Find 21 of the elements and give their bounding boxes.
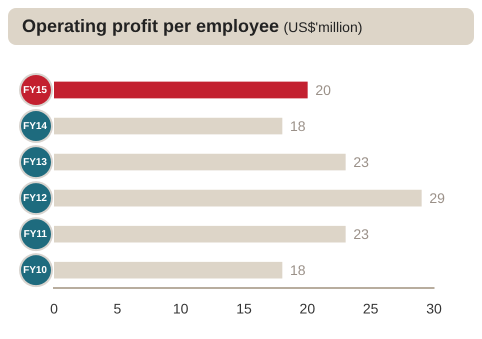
x-tick-label: 25 (362, 300, 379, 316)
y-tick-label: FY10 (23, 264, 48, 276)
data-label: 29 (429, 190, 446, 206)
y-tick-label: FY14 (23, 120, 48, 132)
x-tick-label: 30 (426, 300, 442, 316)
y-tick-label: FY12 (23, 192, 48, 204)
y-tick-label: FY11 (24, 228, 48, 240)
x-tick-label: 0 (50, 300, 58, 316)
data-label: 20 (315, 82, 332, 98)
data-label: 23 (353, 154, 370, 170)
data-label: 23 (353, 226, 370, 242)
chart-title: Operating profit per employee (22, 16, 280, 36)
y-tick-label: FY13 (23, 156, 48, 168)
chart-subtitle: (US$'million) (284, 19, 362, 35)
x-tick-label: 20 (300, 300, 316, 316)
y-tick-label: FY15 (23, 84, 48, 96)
data-label: 18 (290, 262, 306, 278)
x-tick-label: 15 (236, 300, 252, 316)
data-label: 18 (290, 118, 306, 134)
x-tick-label: 5 (113, 300, 122, 316)
x-tick-label: 10 (172, 300, 189, 316)
